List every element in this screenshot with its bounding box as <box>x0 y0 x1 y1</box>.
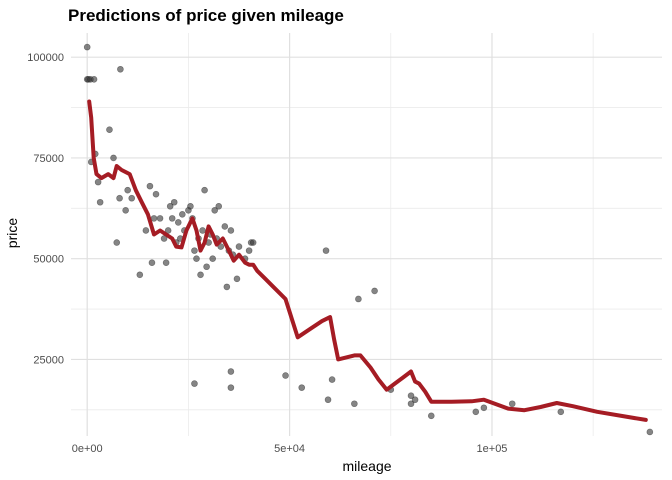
data-point <box>166 202 174 210</box>
data-point <box>211 207 219 214</box>
data-point <box>170 198 178 206</box>
data-point <box>351 400 358 408</box>
data-point <box>203 263 210 271</box>
data-point <box>152 190 160 198</box>
data-point <box>122 207 129 214</box>
x-tick-label: 0e+00 <box>72 443 103 455</box>
data-point <box>215 202 223 210</box>
data-point <box>201 186 208 194</box>
x-tick-label: 5e+04 <box>274 443 305 455</box>
data-point <box>179 211 186 218</box>
y-axis-ticks: 25000 50000 75000 100000 <box>27 52 64 366</box>
data-point <box>407 400 415 408</box>
x-tick-label: 1e+05 <box>477 443 508 455</box>
data-point <box>148 259 156 267</box>
data-point <box>233 275 241 283</box>
prediction-line-group <box>87 99 648 422</box>
data-point <box>646 428 654 436</box>
data-point <box>221 223 229 230</box>
data-point <box>110 154 117 162</box>
data-point <box>106 126 113 134</box>
data-point <box>209 255 216 262</box>
data-point <box>328 376 336 383</box>
data-point <box>191 380 198 387</box>
data-point <box>371 287 378 295</box>
data-point <box>197 271 204 279</box>
prediction-line <box>87 99 648 422</box>
data-point <box>187 202 194 210</box>
data-point <box>480 404 488 412</box>
data-point <box>217 243 225 250</box>
data-point <box>146 182 154 190</box>
y-tick-label: 50000 <box>33 254 64 266</box>
data-point <box>193 255 200 262</box>
data-point <box>162 259 170 267</box>
data-point <box>156 215 164 222</box>
data-point <box>191 247 198 254</box>
data-point <box>322 247 330 254</box>
data-point <box>199 227 206 234</box>
data-point <box>249 239 257 246</box>
y-tick-label: 100000 <box>27 52 64 64</box>
data-point <box>235 243 243 250</box>
data-point <box>508 400 516 408</box>
y-tick-label: 75000 <box>33 153 64 165</box>
data-point <box>324 396 332 404</box>
data-point <box>174 219 182 226</box>
data-point <box>90 76 98 83</box>
data-point <box>113 239 121 246</box>
data-point <box>150 215 158 222</box>
y-axis-label: price <box>4 218 20 249</box>
data-point <box>83 43 91 51</box>
data-point <box>142 227 150 234</box>
data-point <box>355 295 362 303</box>
data-point <box>227 368 235 375</box>
data-point <box>282 372 289 379</box>
data-point <box>168 215 176 222</box>
data-point <box>227 384 235 391</box>
data-point <box>245 247 253 254</box>
scatter-points <box>83 43 654 436</box>
data-point <box>557 408 565 416</box>
data-point <box>407 392 415 400</box>
data-point <box>124 186 131 194</box>
x-axis-ticks: 0e+00 5e+04 1e+05 <box>72 443 508 455</box>
data-point <box>223 283 231 291</box>
chart-title: Predictions of price given mileage <box>68 6 344 25</box>
y-tick-label: 25000 <box>33 354 64 366</box>
data-point <box>427 412 435 420</box>
data-point <box>298 384 306 391</box>
data-point <box>411 396 419 404</box>
data-point <box>116 194 123 202</box>
x-axis-label: mileage <box>342 458 391 474</box>
data-point <box>96 198 104 206</box>
data-point <box>128 194 136 202</box>
data-point <box>94 178 102 186</box>
data-point <box>472 408 480 416</box>
data-point <box>136 271 144 279</box>
data-point <box>117 65 124 73</box>
data-point <box>227 227 235 234</box>
